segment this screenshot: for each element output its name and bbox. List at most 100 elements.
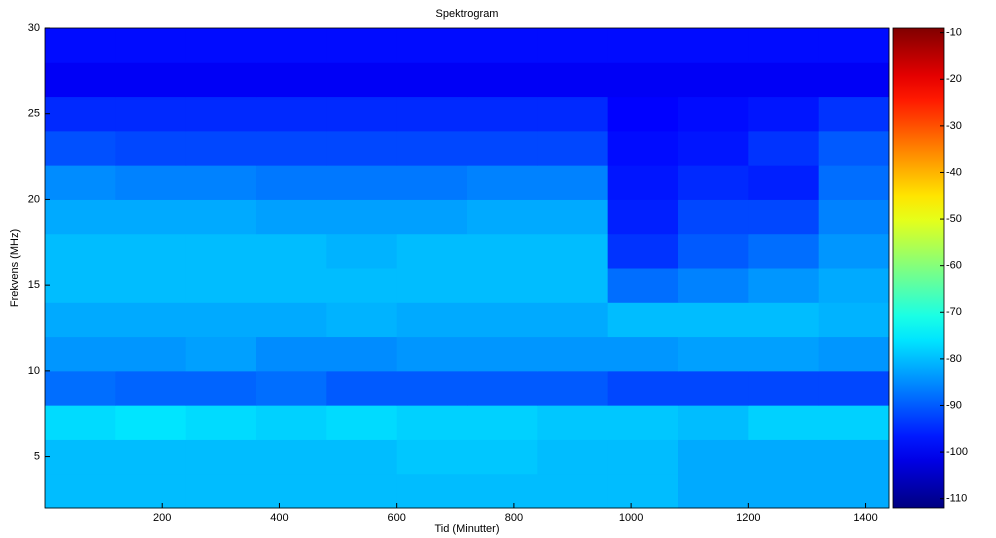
heatmap-cell <box>748 302 820 338</box>
heatmap-cell <box>607 370 679 406</box>
heatmap-cell <box>818 233 890 269</box>
heatmap-cell <box>256 405 327 440</box>
heatmap-cell <box>607 96 679 132</box>
heatmap-cell <box>326 268 398 303</box>
heatmap-cell <box>326 336 398 372</box>
heatmap-cell <box>256 336 327 372</box>
heatmap-cell <box>818 405 890 440</box>
heatmap-cell <box>607 165 679 200</box>
heatmap-cell <box>467 268 538 303</box>
heatmap-cell <box>396 405 468 440</box>
heatmap-cell <box>678 233 749 269</box>
heatmap-cell <box>818 62 890 98</box>
heatmap-cell <box>45 336 116 372</box>
heatmap-cell <box>748 165 820 200</box>
heatmap-cell <box>45 28 116 63</box>
colorbar-tick-label: -100 <box>946 446 968 458</box>
heatmap-cell <box>326 302 398 338</box>
heatmap-cell <box>748 28 820 63</box>
heatmap-cell <box>467 302 538 338</box>
heatmap-cell <box>115 28 187 63</box>
heatmap-cell <box>115 439 187 475</box>
colorbar-tick-label: -110 <box>946 493 967 505</box>
heatmap-cell <box>45 439 116 475</box>
heatmap-cell <box>678 62 749 98</box>
heatmap-cell <box>467 28 538 63</box>
heatmap-cell <box>537 165 609 200</box>
heatmap-cell <box>256 28 327 63</box>
x-tick-label: 1000 <box>619 512 643 524</box>
heatmap-cell <box>748 405 820 440</box>
heatmap-cell <box>678 302 749 338</box>
heatmap-cell <box>115 473 187 509</box>
heatmap-cell <box>185 233 257 269</box>
heatmap-cell <box>396 130 468 166</box>
colorbar-tick-label: -60 <box>946 260 962 272</box>
heatmap-cell <box>185 62 257 98</box>
heatmap-cell <box>115 62 187 98</box>
heatmap-cell <box>326 473 398 509</box>
heatmap-cell <box>115 96 187 132</box>
colorbar-tick-label: -30 <box>946 120 962 132</box>
heatmap-cell <box>256 165 327 200</box>
heatmap-cell <box>115 268 187 303</box>
x-tick-label: 1400 <box>853 512 877 524</box>
heatmap-cell <box>45 199 116 235</box>
heatmap-cell <box>607 473 679 509</box>
heatmap-cell <box>818 370 890 406</box>
heatmap-cell <box>256 268 327 303</box>
heatmap-cell <box>678 439 749 475</box>
heatmap-cell <box>748 370 820 406</box>
heatmap-cell <box>326 165 398 200</box>
heatmap-cell <box>678 370 749 406</box>
heatmap-cell <box>45 405 116 440</box>
heatmap-cell <box>396 268 468 303</box>
heatmap-cell <box>396 28 468 63</box>
heatmap-cell <box>185 199 257 235</box>
heatmap-cell <box>818 439 890 475</box>
colorbar-tick-label: -20 <box>946 73 962 85</box>
heatmap-cell <box>818 268 890 303</box>
heatmap-cell <box>45 473 116 509</box>
heatmap-cell <box>607 302 679 338</box>
heatmap-cell <box>256 62 327 98</box>
heatmap-cell <box>607 62 679 98</box>
heatmap-cell <box>537 233 609 269</box>
heatmap-cell <box>537 473 609 509</box>
y-tick-label: 30 <box>28 22 40 34</box>
heatmap-cell <box>115 336 187 372</box>
heatmap-cell <box>607 233 679 269</box>
heatmap-cell <box>185 28 257 63</box>
heatmap-cell <box>396 165 468 200</box>
heatmap-cell <box>396 336 468 372</box>
heatmap-cell <box>818 130 890 166</box>
chart-title: Spektrogram <box>436 8 499 20</box>
heatmap-cell <box>467 165 538 200</box>
heatmap-cell <box>45 302 116 338</box>
heatmap-cell <box>467 405 538 440</box>
heatmap-cell <box>185 370 257 406</box>
plot-frame <box>44 27 890 509</box>
heatmap-cell <box>115 199 187 235</box>
heatmap-cell <box>326 199 398 235</box>
heatmap-cell <box>678 165 749 200</box>
heatmap-cell <box>537 268 609 303</box>
heatmap-cell <box>748 336 820 372</box>
heatmap-cell <box>467 439 538 475</box>
colorbar-tick-label: -90 <box>946 399 962 411</box>
heatmap-cell <box>748 268 820 303</box>
heatmap-cell <box>185 302 257 338</box>
heatmap-cell <box>45 268 116 303</box>
y-tick-label: 10 <box>28 365 40 377</box>
heatmap-cell <box>326 233 398 269</box>
heatmap-cell <box>607 336 679 372</box>
heatmap-cell <box>185 130 257 166</box>
heatmap-cell <box>678 473 749 509</box>
heatmap-cell <box>818 336 890 372</box>
heatmap-cell <box>185 405 257 440</box>
x-tick-label: 600 <box>387 512 405 524</box>
colorbar-tick-label: -80 <box>946 353 962 365</box>
colorbar-tick-label: -10 <box>946 27 962 39</box>
heatmap-cell <box>256 370 327 406</box>
heatmap-cell <box>537 96 609 132</box>
